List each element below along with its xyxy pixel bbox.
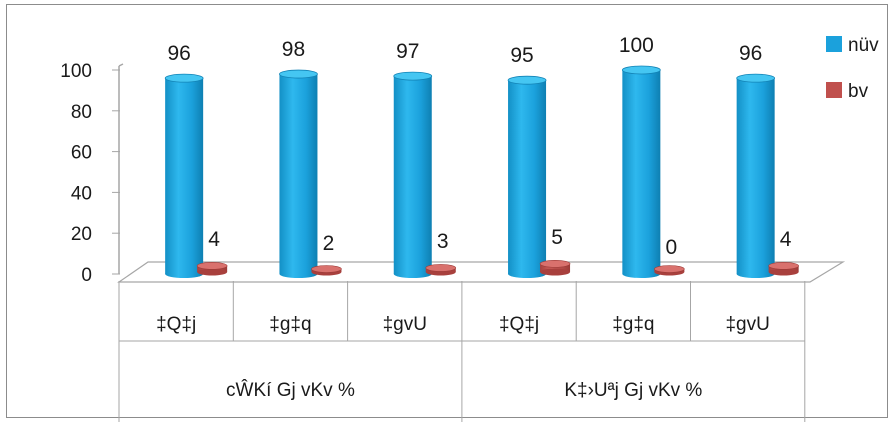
data-label-bv: 4 (208, 228, 220, 251)
chart-frame (6, 4, 888, 418)
chart-floor (117, 261, 846, 283)
bar-bv-4 (654, 265, 685, 276)
legend-label: bv (848, 81, 869, 102)
y-tick-label: 60 (71, 143, 92, 164)
bar-nuv-3 (507, 75, 547, 278)
legend-item-bv[interactable]: bv (826, 81, 869, 102)
data-label-nuv: 96 (739, 42, 762, 65)
bar-nuv-1 (279, 69, 318, 278)
data-label-nuv: 100 (619, 34, 654, 57)
bar-nuv-4 (621, 65, 661, 278)
y-tick-label: 80 (71, 102, 92, 123)
category-label: ‡g‡q (612, 314, 654, 335)
category-label: ‡gvU (383, 314, 427, 335)
y-tick-label: 40 (71, 183, 92, 204)
data-label-nuv: 96 (167, 42, 190, 65)
legend-label: nüv (848, 35, 879, 56)
bar-nuv-5 (736, 73, 776, 278)
bar-bv-3 (539, 259, 571, 276)
data-labels-layer: 96 4 98 2 97 3 95 5 100 0 96 4 (167, 34, 791, 259)
category-table: ‡Q‡j ‡g‡q ‡gvU ‡Q‡j ‡g‡q ‡gvU cŴKí Gj vKv % K‡›… (118, 281, 806, 422)
bar-bv-1 (311, 265, 342, 276)
legend-item-nuv[interactable]: nüv (826, 35, 879, 56)
category-label: ‡gvU (725, 314, 769, 335)
group-label: cŴKí Gj vKv % (226, 379, 355, 401)
bar-bv-5 (768, 262, 799, 276)
bars-layer (164, 65, 799, 278)
data-label-bv: 2 (323, 232, 335, 255)
y-tick-label: 20 (71, 224, 92, 245)
bar-bv-0 (196, 262, 228, 276)
data-label-nuv: 98 (282, 38, 305, 61)
y-tick-label: 0 (81, 265, 92, 286)
y-tick-label: 100 (60, 61, 92, 82)
category-label: ‡Q‡j (499, 314, 539, 335)
bar-bv-2 (425, 264, 457, 276)
data-label-nuv: 95 (510, 44, 533, 67)
data-label-bv: 4 (780, 228, 792, 251)
category-label: ‡Q‡j (156, 314, 196, 335)
floor-plane (117, 261, 846, 283)
category-label: ‡g‡q (269, 314, 311, 335)
data-label-nuv: 97 (396, 40, 419, 63)
y-axis-top-edge (118, 63, 124, 67)
group-label: K‡›Uªj Gj vKv % (564, 380, 702, 401)
bar-nuv-0 (164, 73, 204, 278)
data-label-bv: 5 (551, 226, 563, 249)
data-label-bv: 0 (666, 236, 678, 259)
bar-nuv-2 (393, 71, 433, 278)
axis-layer: 0 20 40 60 80 100 (60, 61, 124, 286)
legend[interactable]: nüv bv (826, 35, 879, 102)
data-label-bv: 3 (437, 230, 449, 253)
legend-swatch (826, 82, 842, 98)
legend-swatch (826, 36, 842, 52)
